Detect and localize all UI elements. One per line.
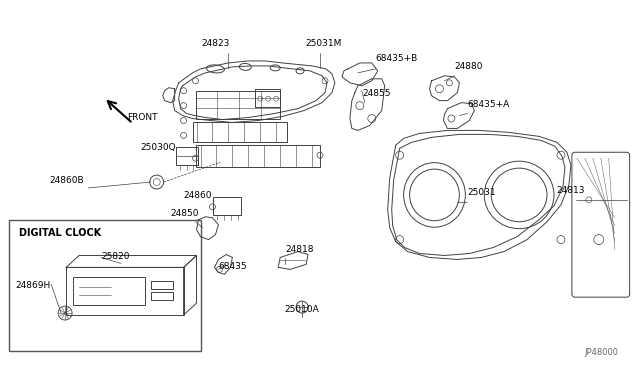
- Text: 68435: 68435: [218, 262, 247, 271]
- Text: 25030Q: 25030Q: [141, 143, 177, 152]
- Text: 24813: 24813: [556, 186, 584, 195]
- Bar: [175, 147, 198, 165]
- Text: 25820: 25820: [101, 251, 129, 260]
- Bar: [196, 91, 280, 119]
- Text: FRONT: FRONT: [127, 113, 157, 122]
- Text: 24850: 24850: [171, 209, 199, 218]
- Bar: [66, 267, 184, 315]
- Text: 24860: 24860: [184, 191, 212, 200]
- Text: 24818: 24818: [285, 246, 314, 254]
- Text: 24860B: 24860B: [49, 176, 84, 185]
- Bar: [73, 277, 145, 305]
- Bar: [193, 122, 287, 142]
- Text: DIGITAL CLOCK: DIGITAL CLOCK: [19, 228, 102, 238]
- Text: 68435+B: 68435+B: [376, 54, 418, 63]
- Text: 24869H: 24869H: [15, 281, 51, 290]
- Text: 25031: 25031: [467, 188, 496, 197]
- Bar: [10, 220, 200, 351]
- Bar: [196, 145, 320, 167]
- Text: 24823: 24823: [201, 39, 230, 48]
- Text: 68435+A: 68435+A: [467, 100, 509, 109]
- Text: JP48000: JP48000: [585, 348, 619, 357]
- Text: 24855: 24855: [363, 89, 391, 98]
- Text: 25010A: 25010A: [285, 305, 319, 314]
- Bar: [151, 281, 173, 289]
- Text: 25031M: 25031M: [305, 39, 342, 48]
- Bar: [255, 89, 280, 107]
- Text: 24880: 24880: [454, 62, 483, 71]
- Bar: [151, 292, 173, 300]
- Bar: [214, 197, 241, 215]
